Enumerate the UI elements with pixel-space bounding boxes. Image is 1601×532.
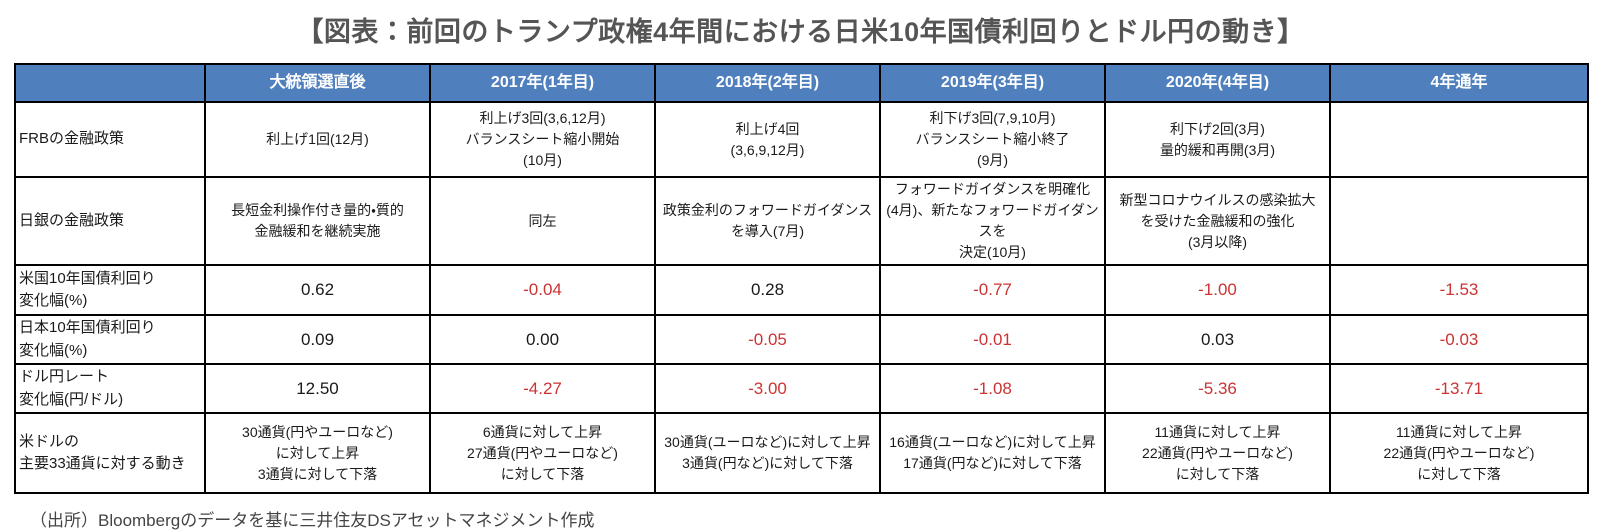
table-cell: 6通貨に対して上昇 27通貨(円やユーロなど) に対して下落 (429, 412, 656, 494)
table-cell: 30通貨(ユーロなど)に対して上昇 3通貨(円など)に対して下落 (654, 412, 881, 494)
table-cell: 利下げ3回(7,9,10月) バランスシート縮小終了 (9月) (879, 101, 1106, 178)
table-cell: 30通貨(円やユーロなど) に対して上昇 3通貨に対して下落 (204, 412, 431, 494)
table-cell-value: 0.09 (204, 314, 431, 365)
figure-table: 大統領選直後 2017年(1年目) 2018年(2年目) 2019年(3年目) … (14, 63, 1589, 494)
table-cell-value: -1.08 (879, 363, 1106, 414)
row-label: ドル円レート 変化幅(円/ドル) (14, 363, 206, 414)
table-row-frb-policy: FRBの金融政策 利上げ1回(12月) 利上げ3回(3,6,12月) バランスシ… (14, 101, 1589, 178)
table-cell: 利下げ2回(3月) 量的緩和再開(3月) (1104, 101, 1331, 178)
table-cell: 同左 (429, 176, 656, 266)
table-cell-value: -3.00 (654, 363, 881, 414)
header-cell-4year: 4年通年 (1329, 63, 1589, 103)
row-label: 米ドルの 主要33通貨に対する動き (14, 412, 206, 494)
table-cell-value: 0.28 (654, 264, 881, 316)
header-cell-2018: 2018年(2年目) (654, 63, 881, 103)
header-cell-2019: 2019年(3年目) (879, 63, 1106, 103)
header-cell-2020: 2020年(4年目) (1104, 63, 1331, 103)
table-cell: 利上げ4回 (3,6,9,12月) (654, 101, 881, 178)
table-cell: 新型コロナウイルスの感染拡大 を受けた金融緩和の強化 (3月以降) (1104, 176, 1331, 266)
row-label: FRBの金融政策 (14, 101, 206, 178)
table-cell (1329, 101, 1589, 178)
table-cell: 利上げ1回(12月) (204, 101, 431, 178)
header-cell-blank (14, 63, 206, 103)
table-row-usd-vs-33ccy: 米ドルの 主要33通貨に対する動き 30通貨(円やユーロなど) に対して上昇 3… (14, 412, 1589, 494)
table-cell-value: -1.00 (1104, 264, 1331, 316)
table-cell-value: 0.03 (1104, 314, 1331, 365)
table-cell-value: -0.77 (879, 264, 1106, 316)
table-cell: 長短金利操作付き量的・質的 金融緩和を継続実施 (204, 176, 431, 266)
header-row: 大統領選直後 2017年(1年目) 2018年(2年目) 2019年(3年目) … (14, 63, 1589, 103)
row-label: 日本10年国債利回り 変化幅(%) (14, 314, 206, 365)
table-cell-value: -0.05 (654, 314, 881, 365)
table-cell (1329, 176, 1589, 266)
table-cell-value: -5.36 (1104, 363, 1331, 414)
table-cell-value: 12.50 (204, 363, 431, 414)
header-cell-2017: 2017年(1年目) (429, 63, 656, 103)
table-cell-value: -0.01 (879, 314, 1106, 365)
table-cell-value: 0.62 (204, 264, 431, 316)
table-row-jp10y-yield: 日本10年国債利回り 変化幅(%) 0.09 0.00 -0.05 -0.01 … (14, 314, 1589, 365)
row-label: 日銀の金融政策 (14, 176, 206, 266)
table-cell: 11通貨に対して上昇 22通貨(円やユーロなど) に対して下落 (1329, 412, 1589, 494)
table-cell-value: -4.27 (429, 363, 656, 414)
table-cell-value: -1.53 (1329, 264, 1589, 316)
header-cell-post-election: 大統領選直後 (204, 63, 431, 103)
table-row-boj-policy: 日銀の金融政策 長短金利操作付き量的・質的 金融緩和を継続実施 同左 政策金利の… (14, 176, 1589, 266)
table-row-us10y-yield: 米国10年国債利回り 変化幅(%) 0.62 -0.04 0.28 -0.77 … (14, 264, 1589, 316)
row-label: 米国10年国債利回り 変化幅(%) (14, 264, 206, 316)
table-cell: 政策金利のフォワードガイダンス を導入(7月) (654, 176, 881, 266)
table-row-usdjpy-rate: ドル円レート 変化幅(円/ドル) 12.50 -4.27 -3.00 -1.08… (14, 363, 1589, 414)
table-cell-value: -0.03 (1329, 314, 1589, 365)
table-cell: 16通貨(ユーロなど)に対して上昇 17通貨(円など)に対して下落 (879, 412, 1106, 494)
table-cell-value: -13.71 (1329, 363, 1589, 414)
table-cell: 11通貨に対して上昇 22通貨(円やユーロなど) に対して下落 (1104, 412, 1331, 494)
figure-page: 【図表：前回のトランプ政権4年間における日米10年国債利回りとドル円の動き】 大… (0, 10, 1601, 532)
source-note: （出所）Bloombergのデータを基に三井住友DSアセットマネジメント作成 (30, 511, 595, 530)
table-cell-value: 0.00 (429, 314, 656, 365)
table-cell: 利上げ3回(3,6,12月) バランスシート縮小開始 (10月) (429, 101, 656, 178)
figure-title: 【図表：前回のトランプ政権4年間における日米10年国債利回りとドル円の動き】 (296, 17, 1305, 47)
table-cell: フォワードガイダンスを明確化 (4月)、新たなフォワードガイダンスを 決定(10… (879, 176, 1106, 266)
table-cell-value: -0.04 (429, 264, 656, 316)
